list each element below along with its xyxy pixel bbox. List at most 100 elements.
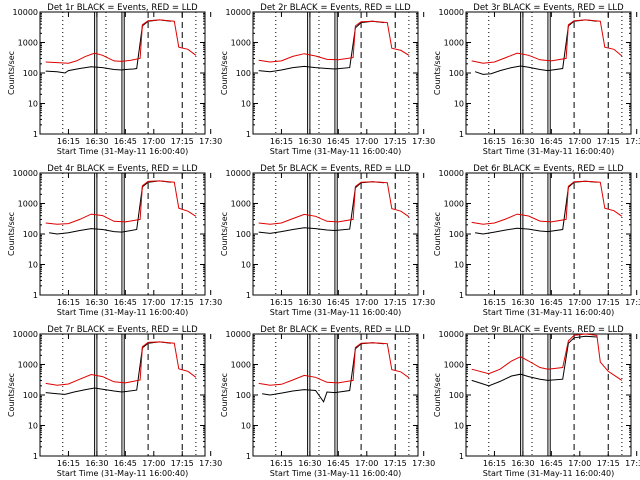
- x-tick-label: 17:15: [171, 137, 194, 146]
- series-black: [475, 180, 597, 235]
- y-tick-label: 1000: [18, 39, 38, 48]
- y-tick-label: 100: [236, 391, 251, 400]
- y-tick-label: 100: [236, 69, 251, 78]
- x-tick-label: 17:15: [597, 137, 620, 146]
- x-tick-label: 16:15: [483, 137, 506, 146]
- y-tick-label: 1: [459, 452, 464, 461]
- y-tick-label: 10000: [13, 330, 38, 339]
- y-tick-label: 1: [33, 291, 38, 300]
- x-tick-label: 16:15: [483, 459, 506, 468]
- y-tick-label: 1: [33, 452, 38, 461]
- x-tick-label: 16:15: [270, 137, 293, 146]
- series-black: [258, 181, 384, 234]
- x-tick-label: 16:45: [114, 298, 137, 307]
- x-tick-label: 17:00: [142, 298, 165, 307]
- x-axis-label: Start Time (31-May-11 16:00:40): [57, 308, 188, 317]
- series-black: [474, 19, 597, 75]
- x-tick-label: 16:45: [327, 298, 350, 307]
- x-tick-label: 17:00: [568, 459, 591, 468]
- x-tick-label: 17:30: [412, 137, 435, 146]
- panel-title: Det 7r BLACK = Events, RED = LLD: [47, 325, 198, 335]
- y-tick-label: 100: [449, 391, 464, 400]
- y-tick-label: 1: [459, 291, 464, 300]
- x-tick-label: 16:45: [540, 459, 563, 468]
- y-tick-label: 10: [241, 100, 251, 109]
- x-tick-label: 17:15: [384, 459, 407, 468]
- y-tick-label: 10: [28, 261, 38, 270]
- x-axis-label: Start Time (31-May-11 16:00:40): [483, 469, 614, 478]
- plot-frame: [465, 11, 632, 135]
- series-black: [471, 335, 597, 387]
- plot-frame: [39, 333, 206, 457]
- panel-title: Det 1r BLACK = Events, RED = LLD: [47, 3, 198, 13]
- x-tick-label: 17:30: [625, 459, 640, 468]
- x-tick-label: 17:15: [597, 298, 620, 307]
- y-tick-label: 10: [241, 261, 251, 270]
- x-tick-label: 16:45: [327, 459, 350, 468]
- x-tick-label: 17:15: [597, 459, 620, 468]
- y-tick-label: 1000: [444, 39, 464, 48]
- y-tick-label: 10: [454, 261, 464, 270]
- y-tick-label: 1000: [231, 39, 251, 48]
- plot-frame: [465, 172, 632, 296]
- x-tick-label: 16:15: [483, 298, 506, 307]
- y-tick-label: 10000: [13, 8, 38, 17]
- y-tick-label: 10: [241, 422, 251, 431]
- x-axis-label: Start Time (31-May-11 16:00:40): [270, 147, 401, 156]
- x-tick-label: 17:00: [568, 137, 591, 146]
- x-tick-label: 17:00: [142, 459, 165, 468]
- x-tick-label: 16:30: [511, 137, 534, 146]
- panel-det-5: Det 5r BLACK = Events, RED = LLD 1 10 100 10…: [220, 164, 435, 317]
- y-tick-label: 100: [23, 230, 38, 239]
- panel-det-9: Det 9r BLACK = Events, RED = LLD 1 10 100 10…: [433, 325, 640, 478]
- x-tick-label: 16:15: [57, 137, 80, 146]
- x-tick-label: 16:30: [85, 137, 108, 146]
- x-tick-label: 17:00: [142, 137, 165, 146]
- y-axis-label: Counts/sec: [7, 51, 16, 95]
- panel-det-7: Det 7r BLACK = Events, RED = LLD 1 10 100 10…: [7, 325, 222, 478]
- y-tick-label: 1000: [18, 361, 38, 370]
- panel-title: Det 3r BLACK = Events, RED = LLD: [473, 3, 624, 13]
- y-axis-label: Counts/sec: [7, 373, 16, 417]
- y-tick-label: 1000: [444, 361, 464, 370]
- x-tick-label: 17:15: [384, 298, 407, 307]
- y-tick-label: 10: [454, 100, 464, 109]
- x-tick-label: 17:00: [355, 298, 378, 307]
- y-tick-label: 10: [28, 422, 38, 431]
- y-tick-label: 10000: [13, 169, 38, 178]
- x-tick-label: 17:00: [355, 459, 378, 468]
- x-tick-label: 17:30: [199, 459, 222, 468]
- y-tick-label: 1000: [231, 200, 251, 209]
- x-axis-label: Start Time (31-May-11 16:00:40): [483, 308, 614, 317]
- y-tick-label: 1000: [18, 200, 38, 209]
- x-axis-label: Start Time (31-May-11 16:00:40): [57, 147, 188, 156]
- plot-frame: [39, 172, 206, 296]
- series-red: [45, 341, 197, 386]
- y-tick-label: 1: [459, 130, 464, 139]
- y-tick-label: 1: [246, 291, 251, 300]
- plot-frame: [252, 11, 419, 135]
- series-red: [45, 19, 197, 64]
- panel-title: Det 9r BLACK = Events, RED = LLD: [473, 325, 624, 335]
- x-tick-label: 16:30: [85, 459, 108, 468]
- series-red: [258, 342, 410, 386]
- series-red: [471, 19, 623, 64]
- y-axis-label: Counts/sec: [433, 373, 442, 417]
- series-red: [471, 333, 623, 381]
- x-axis-label: Start Time (31-May-11 16:00:40): [270, 469, 401, 478]
- x-tick-label: 17:30: [199, 137, 222, 146]
- x-tick-label: 16:30: [298, 137, 321, 146]
- plot-frame: [252, 333, 419, 457]
- panel-det-6: Det 6r BLACK = Events, RED = LLD 1 10 100 10…: [433, 164, 640, 317]
- y-tick-label: 10000: [226, 8, 251, 17]
- panel-det-1: Det 1r BLACK = Events, RED = LLD 1 10 100 10…: [7, 3, 222, 156]
- y-axis-label: Counts/sec: [220, 51, 229, 95]
- x-tick-label: 16:15: [270, 459, 293, 468]
- x-tick-label: 17:00: [355, 137, 378, 146]
- series-black: [49, 180, 171, 235]
- series-black: [45, 341, 171, 395]
- x-axis-label: Start Time (31-May-11 16:00:40): [483, 147, 614, 156]
- y-tick-label: 10000: [439, 8, 464, 17]
- x-tick-label: 16:30: [298, 459, 321, 468]
